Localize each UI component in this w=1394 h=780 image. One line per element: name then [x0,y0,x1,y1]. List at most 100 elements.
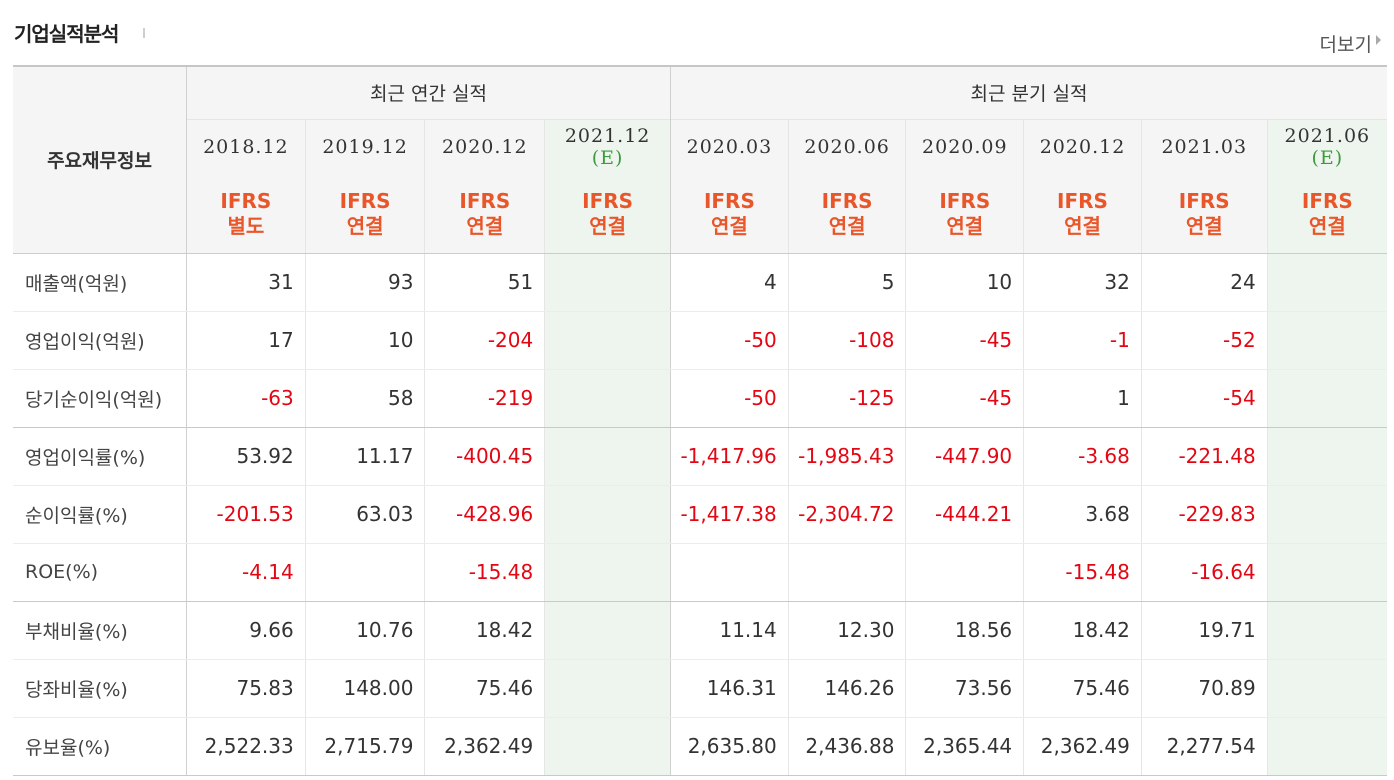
ifrs-standard: IFRS [821,188,873,213]
value-cell [304,543,425,602]
ifrs-scope: 연결 [1064,213,1101,238]
more-link[interactable]: 더보기 [1319,34,1372,56]
ifrs-standard: IFRS [582,188,634,213]
value-cell: 17 [186,311,306,370]
ifrs-scope: 연결 [828,213,866,238]
period-date: 2018.12 [203,136,289,159]
value-cell: 75.46 [424,659,545,718]
ifrs-scope: 연결 [946,213,984,238]
period-date-header: 2020.03 [670,119,789,175]
table-row: 당좌비율(%) 75.83 148.00 75.46 146.31 146.26 73.56… [13,659,1387,718]
estimate-mark: (E) [591,147,624,170]
value-cell [1266,717,1387,776]
value-cell: 75.46 [1023,659,1142,718]
value-cell: 10.76 [304,601,425,660]
value-cell: -54 [1140,369,1268,428]
table-row: ROE(%) -4.14 -15.48 -15.48 -16.64 [13,543,1387,602]
row-label: 부채비율(%) [13,601,187,660]
value-cell [670,543,789,602]
value-cell: 73.56 [905,659,1024,718]
ifrs-header: IFRS 연결 [1023,175,1142,254]
value-cell: 75.83 [186,659,306,718]
value-cell [544,659,671,718]
period-date-header: 2021.12 (E) [544,119,671,175]
table-row: 영업이익률(%) 53.92 11.17 -400.45 -1,417.96 -1,985… [13,427,1387,486]
value-cell: 9.66 [186,601,306,660]
value-cell: -108 [787,311,906,370]
period-date-header: 2021.03 [1140,119,1268,175]
value-cell: -125 [787,369,906,428]
value-cell: 12.30 [787,601,906,660]
period-date: 2021.03 [1161,136,1248,159]
value-cell: 2,715.79 [304,717,425,776]
row-label: 영업이익(억원) [13,311,187,370]
value-cell: 3.68 [1023,485,1142,544]
value-cell: 53.92 [186,427,306,486]
value-cell: 32 [1023,253,1142,312]
row-label: 매출액(억원) [13,253,187,312]
period-date: 2019.12 [322,136,408,159]
value-cell [544,253,671,312]
row-label: 당기순이익(억원) [13,369,187,428]
value-cell: -15.48 [424,543,545,602]
period-date-header: 2020.12 [1023,119,1142,175]
table-row: 유보율(%) 2,522.33 2,715.79 2,362.49 2,635.80 2,… [13,717,1387,776]
ifrs-scope: 연결 [346,213,384,238]
value-cell: 18.56 [905,601,1024,660]
value-cell: 70.89 [1140,659,1268,718]
value-cell: -1 [1023,311,1142,370]
period-date: 2020.09 [922,136,1008,159]
value-cell: -400.45 [424,427,545,486]
value-cell [1266,253,1387,312]
ifrs-header: IFRS 별도 [186,175,306,254]
row-label: 영업이익률(%) [13,427,187,486]
value-cell [544,369,671,428]
period-date: 2020.12 [442,136,528,159]
ifrs-scope: 연결 [1185,213,1223,238]
value-cell: -16.64 [1140,543,1268,602]
ifrs-scope: 연결 [466,213,504,238]
ifrs-header: IFRS 연결 [1266,175,1387,254]
value-cell: -201.53 [186,485,306,544]
ifrs-scope: 연결 [710,213,748,238]
period-date: 2020.03 [686,136,773,159]
ifrs-row: IFRS 별도 IFRS 연결 IFRS 연결 IFRS 연결 IFRS 연결 IFRS 연결 IFRS… [13,175,1387,254]
ifrs-header: IFRS 연결 [905,175,1024,254]
value-cell: -221.48 [1140,427,1268,486]
value-cell: -15.48 [1023,543,1142,602]
value-cell: 58 [304,369,425,428]
period-date: 2020.06 [804,136,890,159]
value-cell: 11.14 [670,601,789,660]
table-row: 순이익률(%) -201.53 63.03 -428.96 -1,417.38 -2,30… [13,485,1387,544]
ifrs-standard: IFRS [220,188,272,213]
value-cell [905,543,1024,602]
quarter-group-header: 최근 분기 실적 [670,65,1387,119]
table-row: 부채비율(%) 9.66 10.76 18.42 11.14 12.30 18.56 18.4… [13,601,1387,660]
value-cell [544,601,671,660]
ifrs-standard: IFRS [703,188,755,213]
value-cell: 2,362.49 [424,717,545,776]
ifrs-standard: IFRS [459,188,511,213]
ifrs-header: IFRS 연결 [304,175,425,254]
table-row: 영업이익(억원) 17 10 -204 -50 -108 -45 -1 -52 [13,311,1387,370]
value-cell: -1,417.38 [670,485,789,544]
period-date-header: 2019.12 [304,119,425,175]
ifrs-scope: 연결 [1308,213,1346,238]
ifrs-header: IFRS 연결 [424,175,545,254]
value-cell [544,485,671,544]
value-cell: -447.90 [905,427,1024,486]
chevron-right-icon[interactable] [1376,35,1381,45]
value-cell: 2,635.80 [670,717,789,776]
ifrs-standard: IFRS [1301,188,1353,213]
value-cell: -50 [670,369,789,428]
financial-table: 주요재무정보 최근 연간 실적 최근 분기 실적 2018.12 2019.12 2… [13,65,1387,776]
ifrs-scope: 연결 [589,213,627,238]
value-cell: 51 [424,253,545,312]
value-cell: -204 [424,311,545,370]
value-cell: -2,304.72 [787,485,906,544]
value-cell: 18.42 [424,601,545,660]
value-cell: 11.17 [304,427,425,486]
table-row: 당기순이익(억원) -63 58 -219 -50 -125 -45 1 -54 [13,369,1387,428]
value-cell: -1,985.43 [787,427,906,486]
estimate-mark: (E) [1311,147,1344,170]
